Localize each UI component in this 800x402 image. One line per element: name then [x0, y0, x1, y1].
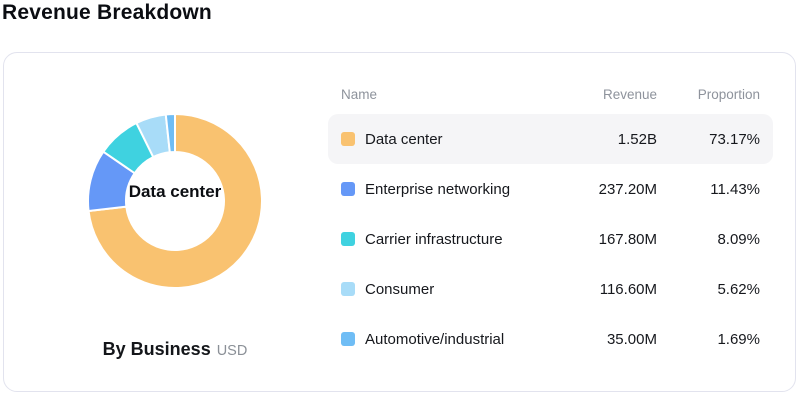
row-revenue: 35.00M	[606, 330, 657, 348]
row-name-cell: Data center	[341, 131, 547, 148]
chart-center-label: Data center	[128, 182, 222, 201]
donut-slice-data-center[interactable]	[87, 113, 263, 289]
donut-slice-automotive-industrial[interactable]	[164, 113, 176, 154]
row-name-cell: Consumer	[341, 281, 547, 298]
donut-chart	[55, 81, 295, 321]
table-header-row: Name Revenue Proportion	[328, 83, 773, 105]
table-row[interactable]: Consumer 116.60M 5.62%	[328, 264, 773, 314]
header-name: Name	[341, 86, 378, 102]
row-proportion: 1.69%	[717, 330, 760, 348]
table-row[interactable]: Automotive/industrial 35.00M 1.69%	[328, 314, 773, 364]
row-name: Consumer	[365, 280, 435, 298]
row-name: Automotive/industrial	[365, 330, 505, 348]
row-proportion: 8.09%	[717, 230, 760, 248]
row-proportion: 5.62%	[717, 280, 760, 298]
table-row[interactable]: Carrier infrastructure 167.80M 8.09%	[328, 214, 773, 264]
chart-pane: Data center By Business USD	[4, 53, 334, 391]
row-revenue: 1.52B	[617, 130, 657, 148]
legend-swatch	[341, 282, 355, 296]
header-proportion: Proportion	[697, 86, 760, 102]
revenue-breakdown-card: Data center By Business USD Name Revenue …	[3, 52, 796, 392]
legend-swatch	[341, 182, 355, 196]
row-proportion: 11.43%	[710, 180, 760, 198]
chart-caption: By Business USD	[55, 339, 295, 360]
row-name-cell: Carrier infrastructure	[341, 231, 547, 248]
row-name-cell: Enterprise networking	[341, 181, 547, 198]
row-name: Enterprise networking	[365, 180, 511, 198]
legend-table: Name Revenue Proportion Data center 1.52B…	[328, 83, 773, 364]
page-title: Revenue Breakdown	[2, 1, 212, 24]
row-revenue: 116.60M	[599, 280, 657, 298]
row-name-cell: Automotive/industrial	[341, 331, 547, 348]
donut-svg	[87, 113, 263, 289]
chart-caption-title: By Business	[102, 339, 211, 359]
row-proportion: 73.17%	[709, 130, 760, 148]
table-row[interactable]: Enterprise networking 237.20M 11.43%	[328, 164, 773, 214]
row-name: Carrier infrastructure	[365, 230, 503, 248]
row-revenue: 237.20M	[598, 180, 657, 198]
table-row[interactable]: Data center 1.52B 73.17%	[328, 114, 773, 164]
chart-caption-unit: USD	[216, 343, 248, 359]
table-body: Data center 1.52B 73.17% Enterprise network…	[328, 114, 773, 364]
header-revenue: Revenue	[602, 86, 657, 102]
legend-swatch	[341, 232, 355, 246]
row-revenue: 167.80M	[598, 230, 657, 248]
legend-swatch	[341, 332, 355, 346]
row-name: Data center	[365, 130, 443, 148]
legend-swatch	[341, 132, 355, 146]
